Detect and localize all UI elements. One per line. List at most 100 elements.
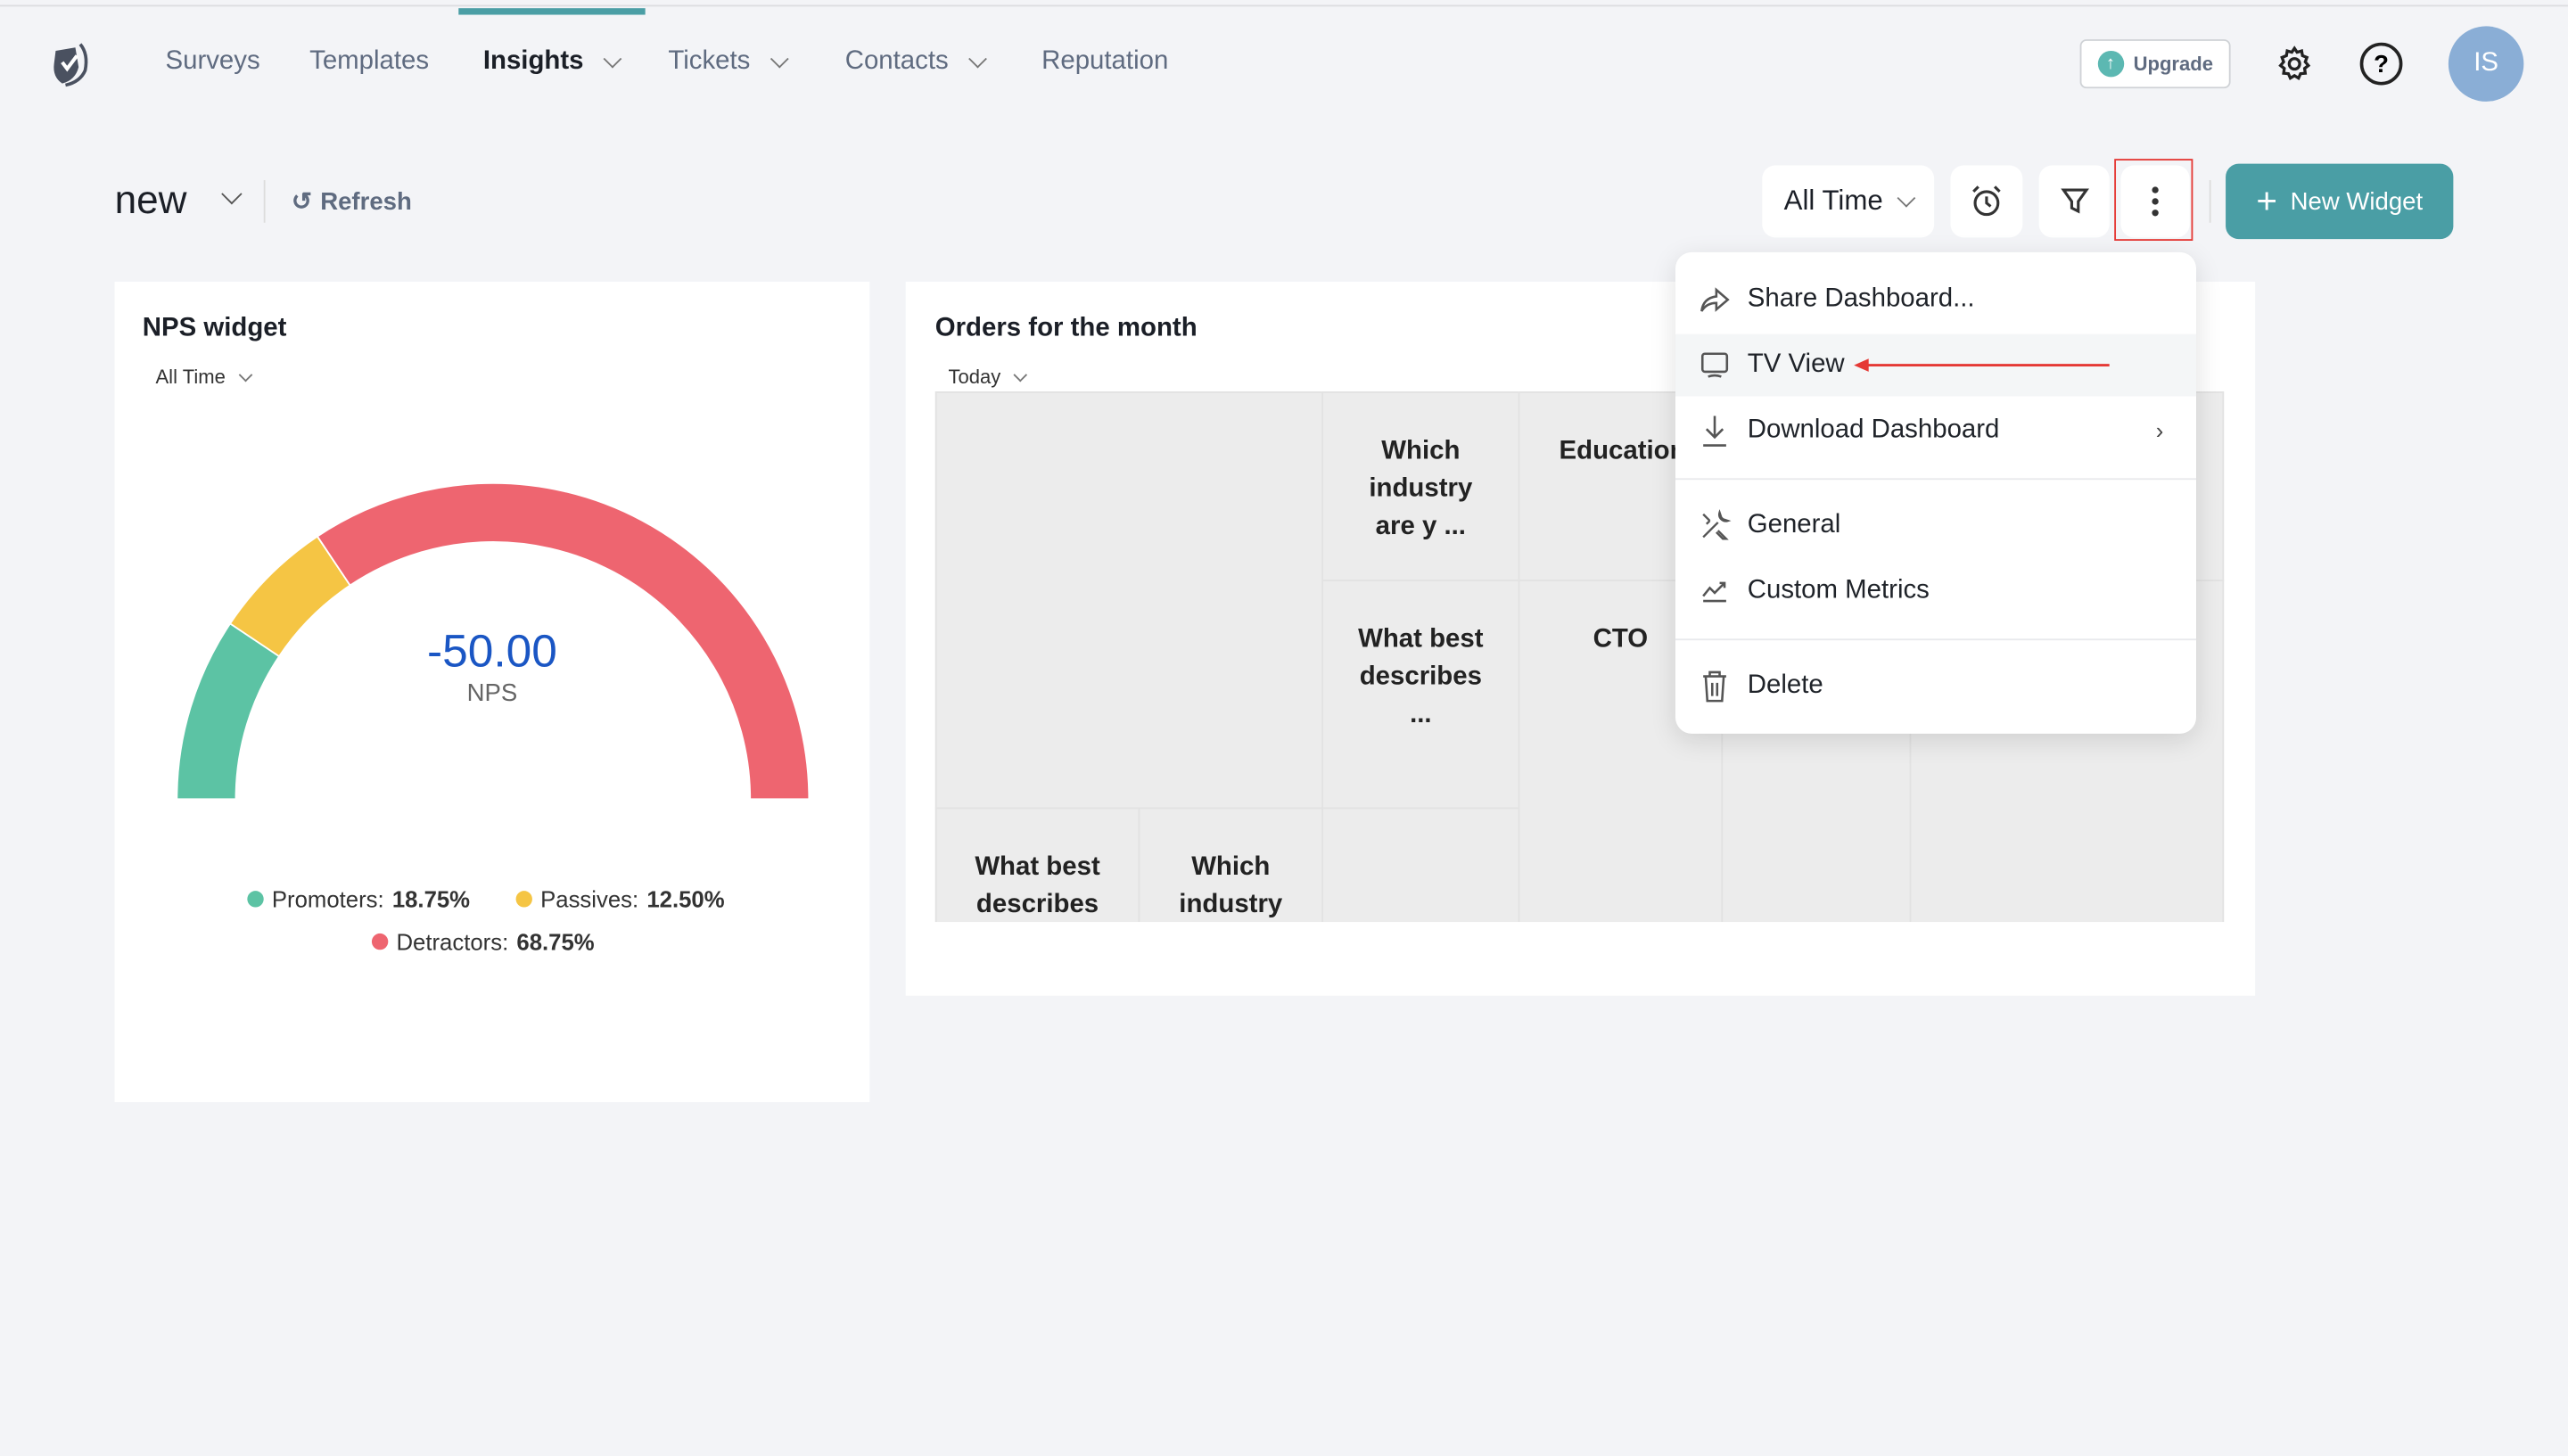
legend-value: 68.75% [516,928,595,955]
chevron-down-icon [968,48,988,68]
monitor-icon [1699,350,1732,380]
nav-label: Contacts [844,47,949,76]
refresh-button[interactable]: ↺ Refresh [292,186,412,216]
widget-title: NPS widget [142,314,287,342]
nav-label: Insights [482,47,584,76]
promoters-dot [247,891,264,908]
menu-item-tv-view[interactable]: TV View [1675,333,2197,397]
menu-item-label: TV View [1747,350,1845,379]
nav-tickets[interactable]: Tickets [668,47,789,77]
cell-label: Which industry are y ... [1369,437,1473,541]
cell-label: What best describes [975,852,1100,919]
treemap-cell[interactable]: Which industry are y ... [1321,391,1520,582]
menu-item-general[interactable]: General [1675,495,2196,557]
chevron-down-icon [1013,366,1028,382]
treemap-cell[interactable]: What best describes [934,807,1140,923]
chevron-down-icon [221,183,243,205]
filter-icon [2060,188,2089,214]
avatar[interactable]: IS [2448,26,2524,102]
new-widget-button[interactable]: + New Widget [2226,163,2454,240]
menu-divider [1675,638,2197,641]
legend-promoters: Promoters: 18.75% [247,886,470,912]
nav-label: Templates [309,47,430,76]
top-border [0,4,2568,7]
nav-insights[interactable]: Insights [482,47,622,77]
cell-label: Which industry [1179,852,1283,919]
menu-item-label: General [1747,511,1841,539]
highlight-box [2114,159,2194,241]
divider [2209,180,2211,223]
menu-item-label: Custom Metrics [1747,576,1930,605]
time-range-select[interactable]: All Time [1762,165,1935,238]
legend-label: Detractors: [396,928,509,955]
legend-label: Promoters: [271,885,384,913]
nps-widget: NPS widget All Time -50.00 NPS Promoters… [114,281,870,1103]
chevron-down-icon [238,366,252,382]
nps-score: -50.00 [427,625,557,677]
nav-label: Reputation [1041,47,1169,76]
treemap-cell[interactable]: Which industry [1138,807,1324,923]
treemap-cell[interactable] [1321,807,1520,923]
widget-time-filter[interactable]: All Time [155,365,252,389]
new-widget-label: New Widget [2290,187,2424,216]
legend-detractors: Detractors: 68.75% [371,928,595,955]
nav-templates[interactable]: Templates [309,47,429,77]
gear-icon[interactable] [2275,45,2314,92]
chevron-down-icon [604,48,622,68]
nav-reputation[interactable]: Reputation [1041,47,1168,77]
cell-label: Education [1559,437,1686,465]
nps-gauge [176,481,811,801]
legend-label: Passives: [540,885,639,913]
more-vertical-icon [2152,186,2159,217]
filter-button[interactable] [2038,165,2110,238]
menu-item-download-dashboard[interactable]: Download Dashboard › [1675,399,2196,462]
menu-item-label: Share Dashboard... [1747,284,1975,313]
menu-item-label: Delete [1747,671,1823,700]
treemap-cell[interactable]: What best describes ... [1321,580,1520,810]
menu-item-label: Download Dashboard [1747,415,2000,444]
dashboard-name: new [114,178,187,223]
menu-item-share-dashboard[interactable]: Share Dashboard... [1675,268,2196,331]
upgrade-label: Upgrade [2133,52,2214,76]
passives-dot [515,891,532,908]
chevron-right-icon: › [2155,417,2164,444]
treemap-cell[interactable] [934,391,1324,810]
schedule-button[interactable] [1950,165,2023,238]
share-icon [1699,285,1732,315]
nps-score-label: NPS [466,679,518,708]
legend-value: 12.50% [646,885,725,913]
nav-contacts[interactable]: Contacts [844,47,988,77]
red-arrow-annotation [1854,358,2111,372]
refresh-label: Refresh [320,187,412,216]
download-icon [1699,415,1732,448]
trend-chart-icon [1699,578,1732,604]
more-options-button[interactable] [2120,165,2190,238]
nav-label: Surveys [165,47,260,76]
dashboard-options-menu: Share Dashboard... TV View Download Dash… [1675,251,2197,734]
filter-label: All Time [155,365,226,389]
help-icon[interactable]: ? [2359,42,2403,86]
trash-icon [1699,670,1732,703]
avatar-initials: IS [2473,49,2499,78]
cell-label: CTO [1593,625,1649,654]
menu-divider [1675,478,2197,481]
chevron-down-icon [1897,187,1915,207]
menu-item-custom-metrics[interactable]: Custom Metrics [1675,560,2196,622]
widget-time-filter[interactable]: Today [948,365,1028,389]
upgrade-arrow-icon: ↑ [2097,50,2124,78]
divider [263,180,266,223]
app-logo-icon[interactable] [49,41,92,95]
dashboard-select-chevron[interactable] [221,183,243,205]
alarm-clock-icon [1972,185,2001,217]
detractors-dot [371,933,389,950]
legend-value: 18.75% [391,885,471,913]
time-range-label: All Time [1783,185,1883,217]
nav-surveys[interactable]: Surveys [166,47,260,77]
nav-label: Tickets [668,47,751,76]
treemap-cell[interactable]: CTO [1518,580,1724,923]
upgrade-button[interactable]: ↑ Upgrade [2079,39,2231,89]
gauge-segment-detractors [316,481,811,801]
menu-item-delete[interactable]: Delete [1675,655,2196,718]
filter-label: Today [948,365,1001,389]
tools-icon [1699,509,1732,542]
